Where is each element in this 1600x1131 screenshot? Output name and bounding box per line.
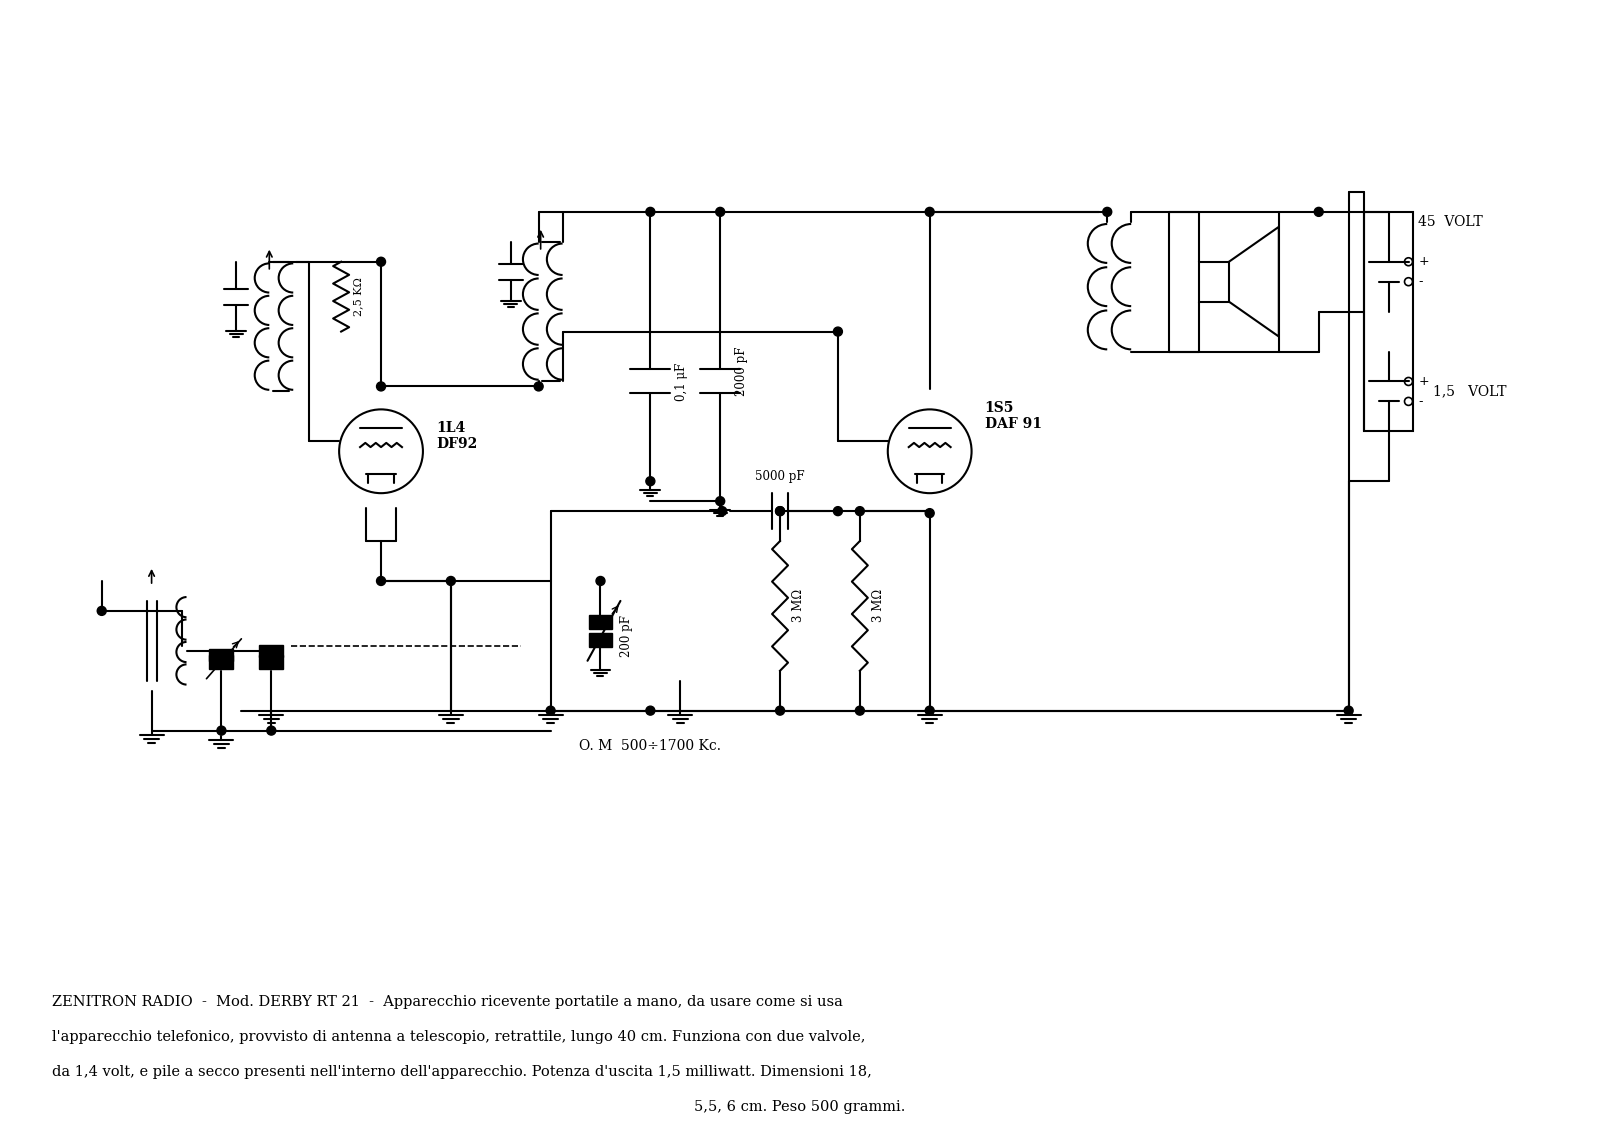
Circle shape [376, 577, 386, 586]
Circle shape [776, 507, 784, 516]
Circle shape [376, 257, 386, 266]
Text: -: - [1419, 275, 1422, 288]
Circle shape [546, 706, 555, 715]
Circle shape [646, 477, 654, 485]
Circle shape [446, 577, 456, 586]
Bar [98, 385, 106, 416]
Circle shape [834, 507, 842, 516]
Circle shape [856, 507, 864, 516]
Text: da 1,4 volt, e pile a secco presenti nell'interno dell'apparecchio. Potenza d'us: da 1,4 volt, e pile a secco presenti nel… [51, 1064, 872, 1079]
Bar [1363, 211, 1413, 431]
Bar [99, 490, 104, 521]
Text: 1L4
DF92: 1L4 DF92 [435, 421, 477, 451]
Bar [210, 655, 234, 668]
Text: 3 MΩ: 3 MΩ [792, 589, 805, 622]
Circle shape [925, 207, 934, 216]
Text: O. M  500÷1700 Kc.: O. M 500÷1700 Kc. [579, 739, 722, 752]
Text: 0,1 μF: 0,1 μF [675, 362, 688, 400]
Circle shape [1102, 207, 1112, 216]
Bar [1198, 261, 1229, 302]
Bar [210, 649, 234, 661]
Circle shape [856, 706, 864, 715]
Text: 2000 pF: 2000 pF [734, 347, 749, 396]
Text: +: + [1419, 375, 1429, 388]
Circle shape [597, 577, 605, 586]
Text: 45  VOLT: 45 VOLT [1419, 215, 1483, 228]
Circle shape [715, 497, 725, 506]
Text: ZENITRON RADIO  -  Mod. DERBY RT 21  -  Apparecchio ricevente portatile a mano, : ZENITRON RADIO - Mod. DERBY RT 21 - Appa… [51, 995, 843, 1009]
Circle shape [834, 327, 842, 336]
Text: 3 MΩ: 3 MΩ [872, 589, 885, 622]
Circle shape [776, 706, 784, 715]
Bar [96, 314, 107, 346]
Circle shape [376, 382, 386, 391]
Bar [589, 633, 613, 647]
Circle shape [776, 507, 784, 516]
Bar [589, 615, 613, 629]
Text: 1,5   VOLT: 1,5 VOLT [1434, 385, 1507, 398]
Text: 200 pF: 200 pF [621, 615, 634, 657]
Circle shape [925, 706, 934, 715]
Circle shape [925, 509, 934, 518]
Circle shape [646, 207, 654, 216]
Text: l'apparecchio telefonico, provvisto di antenna a telescopio, retrattile, lungo 4: l'apparecchio telefonico, provvisto di a… [51, 1030, 866, 1044]
Bar [98, 420, 106, 451]
Circle shape [646, 706, 654, 715]
Text: 5000 pF: 5000 pF [755, 470, 805, 483]
Circle shape [267, 726, 275, 735]
Bar [259, 645, 283, 657]
Text: 5,5, 6 cm. Peso 500 grammi.: 5,5, 6 cm. Peso 500 grammi. [694, 1099, 906, 1114]
Bar [99, 455, 104, 486]
Text: +: + [1419, 256, 1429, 268]
Circle shape [1314, 207, 1323, 216]
Circle shape [218, 726, 226, 735]
Text: 2,5 KΩ: 2,5 KΩ [354, 277, 363, 316]
Circle shape [534, 382, 542, 391]
Bar [96, 349, 107, 381]
Circle shape [718, 507, 726, 516]
Circle shape [1344, 706, 1354, 715]
Bar [259, 655, 283, 668]
Text: -: - [1419, 395, 1422, 408]
Text: 1S5
DAF 91: 1S5 DAF 91 [984, 402, 1042, 431]
Circle shape [98, 606, 106, 615]
Circle shape [715, 207, 725, 216]
